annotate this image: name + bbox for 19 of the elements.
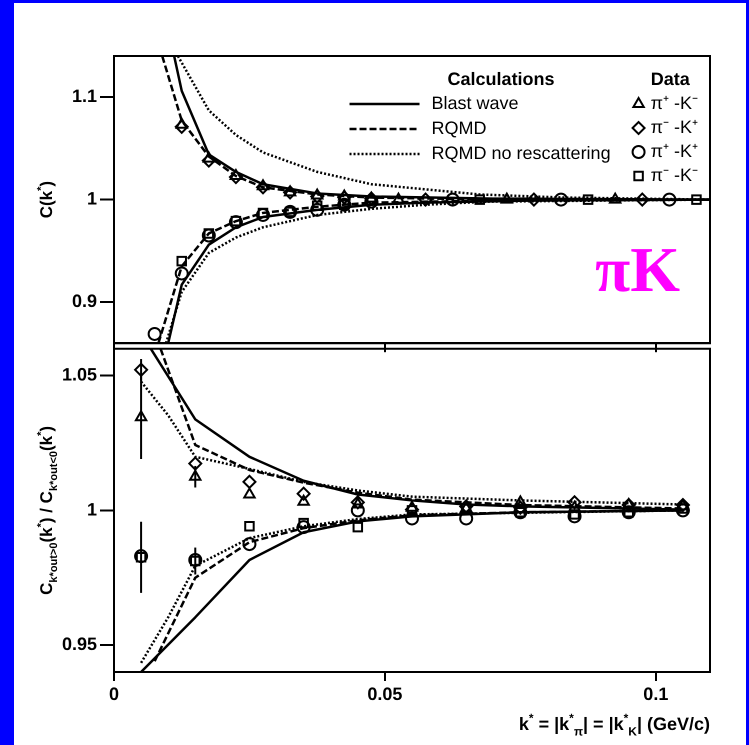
annotation: πK — [595, 234, 680, 305]
legend-label: π⁺ -K⁻ — [650, 92, 698, 113]
y-axis-title: C(k*) — [35, 180, 56, 218]
y-tick-label: 0.9 — [72, 291, 97, 312]
y-tick-label: 1 — [86, 188, 97, 209]
legend-label: RQMD no rescattering — [432, 142, 611, 163]
y-tick-label: 1.1 — [72, 86, 97, 106]
x-tick-label: 0.05 — [367, 684, 402, 704]
x-tick-label: 0 — [108, 684, 120, 704]
y-tick-label: 0.95 — [62, 634, 97, 654]
x-tick-label: 0.1 — [643, 684, 668, 704]
annotation: Data — [650, 68, 691, 89]
y-tick-label: 1.05 — [62, 364, 97, 385]
legend-label: RQMD — [432, 118, 487, 138]
legend-label: π⁻ -K⁺ — [650, 116, 698, 137]
legend-label: π⁺ -K⁺ — [650, 140, 698, 161]
y-tick-label: 1 — [86, 499, 97, 520]
legend-title: Calculations — [448, 68, 555, 89]
legend-label: Blast wave — [432, 92, 519, 113]
